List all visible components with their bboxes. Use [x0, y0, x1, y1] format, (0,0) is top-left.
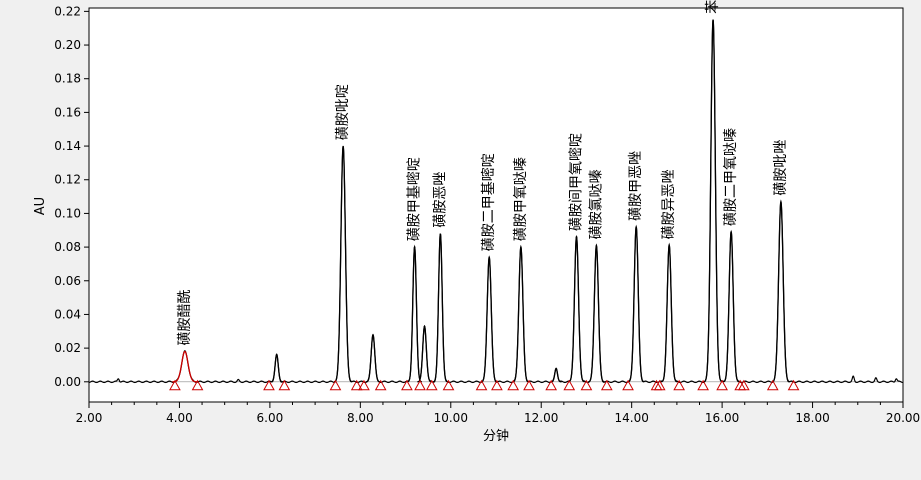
- peak-label: 磺胺二甲基嘧啶: [480, 153, 497, 251]
- integration-marker: [278, 379, 291, 391]
- peak-9: [550, 367, 562, 383]
- peak-label: 磺胺甲氧哒嗪: [512, 157, 529, 241]
- x-tick-label: 10.00: [434, 411, 468, 425]
- x-axis: 2.00 4.00 6.00 8.00 10.00 12.00 14.00 16.00 18.0…: [76, 402, 920, 425]
- integration-marker: [263, 379, 275, 391]
- y-axis-label: AU: [33, 197, 48, 215]
- y-tick-label: 0.12: [54, 173, 81, 187]
- integration-marker: [673, 379, 685, 391]
- integration-marker: [563, 379, 576, 391]
- peak-label: 磺胺甲恶唑: [628, 151, 644, 221]
- peak-6: [433, 233, 448, 383]
- y-tick-label: 0.14: [54, 139, 81, 153]
- x-tick-label: 20.00: [886, 411, 920, 425]
- x-tick-label: 6.00: [257, 411, 284, 425]
- peak-0: [172, 350, 198, 383]
- integration-marker: [358, 379, 370, 391]
- peak-13: [660, 243, 678, 383]
- integration-marker: [475, 379, 488, 391]
- y-axis: 0.00 0.02 0.04 0.06 0.08 0.10 0.12 0.14 0.16 0.18…: [54, 4, 89, 389]
- integration-marker: [653, 379, 666, 391]
- y-tick-label: 0.16: [54, 105, 81, 119]
- integration-marker: [600, 379, 613, 391]
- integration-marker: [374, 379, 387, 391]
- peak-label: 磺胺二甲氧哒嗪: [722, 128, 739, 226]
- x-tick-label: 18.00: [795, 411, 829, 425]
- integration-marker: [716, 379, 728, 391]
- peaks-layer: [172, 19, 790, 383]
- y-tick-label: 0.04: [54, 307, 81, 321]
- peak-label: 磺胺恶唑: [432, 172, 448, 228]
- x-tick-label: 12.00: [524, 411, 558, 425]
- integration-marker: [414, 379, 426, 391]
- peak-1: [270, 353, 284, 383]
- integration-marker: [442, 379, 455, 391]
- y-tick-label: 0.02: [54, 341, 81, 355]
- peak-label: 磺胺甲基嘧啶: [406, 157, 423, 241]
- peak-5: [417, 325, 432, 383]
- peak-11: [588, 243, 605, 383]
- y-tick-label: 0.10: [54, 206, 81, 220]
- integration-markers: [169, 379, 800, 391]
- integration-marker: [737, 379, 750, 391]
- y-tick-label: 0.00: [54, 375, 81, 389]
- integration-marker: [191, 379, 204, 391]
- peak-14: [703, 19, 723, 383]
- peak-3: [365, 333, 381, 383]
- y-tick-label: 0.18: [54, 72, 81, 86]
- peak-10: [568, 234, 585, 383]
- x-tick-label: 2.00: [76, 411, 103, 425]
- integration-marker: [766, 379, 779, 391]
- integration-marker: [425, 379, 438, 391]
- integration-marker: [580, 379, 593, 391]
- peak-15: [722, 229, 740, 383]
- peak-label: 磺胺氯哒嗪: [587, 169, 604, 239]
- integration-marker: [622, 379, 634, 391]
- peak-2: [333, 145, 353, 383]
- peak-label: 磺胺醋酰: [177, 289, 193, 345]
- peak-label: 磺胺吡唑: [773, 140, 789, 196]
- integration-marker: [545, 379, 558, 391]
- x-tick-label: 14.00: [614, 411, 648, 425]
- integration-marker: [329, 379, 342, 391]
- y-tick-label: 0.20: [54, 38, 81, 52]
- peak-8: [512, 245, 530, 383]
- integration-marker: [350, 379, 363, 391]
- y-tick-label: 0.08: [54, 240, 81, 254]
- x-tick-label: 8.00: [347, 411, 374, 425]
- integration-marker: [401, 379, 413, 391]
- peak-7: [481, 255, 498, 383]
- integration-marker: [787, 379, 800, 391]
- integration-marker: [523, 379, 535, 391]
- integration-marker: [491, 379, 503, 391]
- plot-area: [88, 7, 904, 403]
- peak-label: 磺胺异恶唑: [661, 169, 677, 239]
- x-tick-label: 16.00: [705, 411, 739, 425]
- peak-label: 磺胺吡啶: [335, 84, 351, 140]
- integration-marker: [697, 379, 709, 391]
- peak-label: 苯酰磺胺: [704, 0, 721, 14]
- y-tick-label: 0.06: [54, 274, 81, 288]
- integration-marker: [169, 379, 181, 391]
- y-tick-label: 0.22: [54, 4, 81, 18]
- x-axis-label: 分钟: [483, 428, 509, 444]
- peak-12: [627, 224, 645, 383]
- peak-label: 磺胺间甲氧嘧啶: [567, 133, 584, 231]
- x-tick-label: 4.00: [166, 411, 193, 425]
- integration-marker: [507, 379, 520, 391]
- peak-16: [771, 199, 790, 383]
- peak-4: [407, 244, 422, 383]
